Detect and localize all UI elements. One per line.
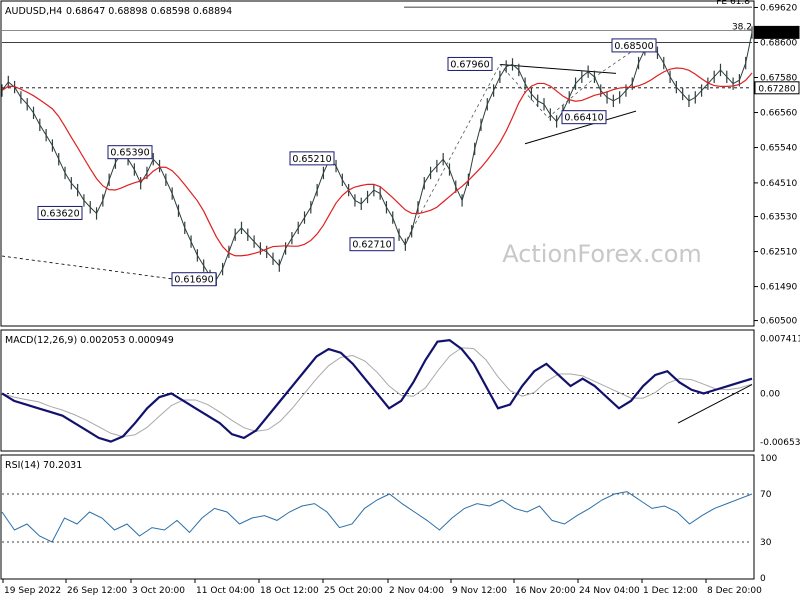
triangle-lower-line bbox=[524, 110, 637, 145]
pivot-label: 0.65390 bbox=[107, 145, 153, 160]
macd-title: MACD(12,26,9) 0.002053 0.000949 bbox=[5, 335, 174, 346]
rsi-y-tick-label: 70 bbox=[760, 490, 772, 500]
price-layer: FE 61.8 38.2 0.63620 0.65390 0.61690 0.65210 0… bbox=[1, 0, 800, 287]
pivot-label-text: 0.66410 bbox=[564, 113, 603, 124]
price-y-tick-label: 0.67580 bbox=[760, 73, 797, 83]
x-tick-label: 19 Sep 2022 bbox=[4, 586, 61, 596]
x-tick-label: 9 Nov 12:00 bbox=[452, 586, 507, 596]
pivot-label: 0.65210 bbox=[289, 151, 335, 166]
fib-level-label: 38.2 bbox=[732, 22, 752, 32]
pivot-label-text: 0.63620 bbox=[40, 208, 79, 219]
price-y-tick-label: 0.65540 bbox=[760, 144, 797, 154]
rsi-title: RSI(14) 70.2031 bbox=[5, 460, 82, 471]
price-ohlc: 0.68647 0.68898 0.68598 0.68894 bbox=[66, 6, 232, 17]
pivot-label: 0.68500 bbox=[611, 38, 657, 53]
pivot-label: 0.66410 bbox=[561, 110, 607, 125]
pivot-label-text: 0.67960 bbox=[450, 59, 489, 70]
x-tick-label: 26 Sep 12:00 bbox=[67, 586, 127, 596]
moving-average-line bbox=[1, 67, 753, 257]
x-tick-label: 2 Nov 04:00 bbox=[389, 586, 444, 596]
x-tick-label: 24 Nov 04:00 bbox=[579, 586, 640, 596]
pivot-label-box bbox=[349, 237, 395, 252]
price-title: AUDUSD,H4 bbox=[5, 6, 62, 17]
price-y-tick-label: 0.68600 bbox=[760, 38, 797, 48]
pivot-label-box bbox=[611, 38, 657, 53]
x-tick-label: 1 Dec 12:00 bbox=[643, 586, 698, 596]
x-tick-label: 11 Oct 04:00 bbox=[196, 586, 255, 596]
macd-line bbox=[1, 339, 753, 443]
pivot-label-text: 0.68500 bbox=[614, 41, 653, 52]
wave-line bbox=[403, 45, 641, 245]
pivot-label-box bbox=[107, 145, 153, 160]
rsi-line bbox=[1, 491, 753, 543]
pivot-label: 0.61690 bbox=[171, 272, 217, 287]
price-tag-box bbox=[754, 25, 800, 39]
price-tag: 0.67280 bbox=[754, 81, 800, 95]
pivot-label: 0.67960 bbox=[447, 56, 493, 71]
price-y-tick-label: 0.61490 bbox=[760, 283, 797, 293]
axis-layer: 0.69620 0.68600 0.67580 0.66560 0.65540 0.645… bbox=[2, 3, 800, 596]
pivot-label-text: 0.65390 bbox=[110, 148, 149, 159]
x-tick-label: 3 Oct 20:00 bbox=[132, 586, 185, 596]
macd-y-tick-label: 0.00 bbox=[760, 389, 780, 399]
macd-trend-line bbox=[677, 384, 753, 424]
macd-panel-frame bbox=[0, 329, 755, 452]
macd-y-tick-label: 0.007411 bbox=[760, 335, 800, 345]
pivot-label-box bbox=[561, 110, 607, 125]
watermark: ActionForex.com bbox=[502, 240, 702, 268]
pivot-label-box bbox=[37, 205, 83, 220]
price-panel-frame bbox=[0, 0, 755, 327]
price-y-tick-label: 0.62510 bbox=[760, 248, 797, 258]
pivot-label-box bbox=[447, 56, 493, 71]
price-y-tick-label: 0.60500 bbox=[760, 317, 797, 327]
rsi-y-tick-label: 30 bbox=[760, 538, 772, 548]
price-y-tick-label: 0.66560 bbox=[760, 109, 797, 119]
macd-signal-line bbox=[1, 347, 753, 438]
pivot-label-box bbox=[289, 151, 335, 166]
fe-level-label: FE 61.8 bbox=[716, 0, 750, 7]
rsi-y-tick-label: 100 bbox=[760, 454, 777, 464]
price-y-tick-label: 0.64510 bbox=[760, 179, 797, 189]
pivot-label: 0.62710 bbox=[349, 237, 395, 252]
pivot-label-text: 0.65210 bbox=[292, 154, 331, 165]
price-tag-text: 0.67280 bbox=[758, 84, 795, 94]
pivot-label-text: 0.62710 bbox=[352, 240, 391, 251]
price-tag-box bbox=[754, 81, 800, 95]
price-tag: 0.68894 bbox=[754, 25, 800, 39]
trend-line-dashed bbox=[1, 255, 179, 281]
macd-layer bbox=[1, 339, 753, 443]
rsi-y-tick-label: 0 bbox=[760, 574, 766, 584]
pivot-label-box bbox=[171, 272, 217, 287]
rsi-panel-frame bbox=[0, 454, 755, 580]
price-y-tick-label: 0.69620 bbox=[760, 3, 797, 13]
x-tick-label: 16 Nov 20:00 bbox=[515, 586, 576, 596]
macd-y-tick-label: -0.006532 bbox=[760, 438, 800, 448]
price-y-tick-label: 0.63530 bbox=[760, 213, 797, 223]
rsi-layer bbox=[1, 491, 753, 543]
pivot-label-text: 0.61690 bbox=[174, 275, 213, 286]
x-tick-label: 25 Oct 20:00 bbox=[324, 586, 383, 596]
x-tick-label: 8 Dec 20:00 bbox=[707, 586, 762, 596]
price-tag-text: 0.68894 bbox=[758, 29, 795, 39]
x-tick-label: 18 Oct 12:00 bbox=[260, 586, 319, 596]
pivot-label: 0.63620 bbox=[37, 205, 83, 220]
